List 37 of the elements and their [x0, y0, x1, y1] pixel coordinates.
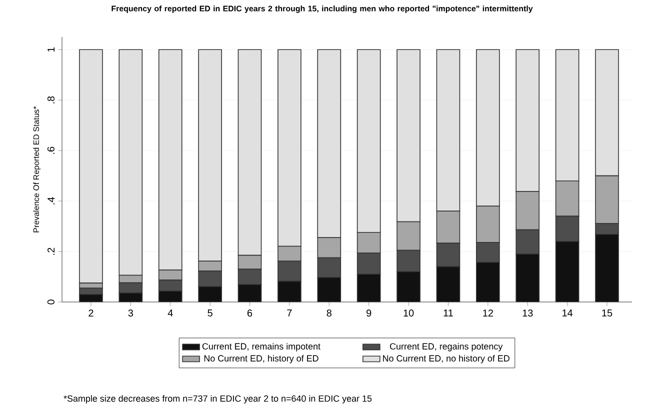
x-tick-label: 2: [88, 310, 94, 316]
x-tick-label: 9: [366, 310, 372, 317]
legend-label: No Current ED, history of ED: [204, 354, 318, 364]
bar: [79, 49, 103, 284]
x-tick-label: 11: [444, 310, 453, 316]
x-tick-label: 6: [247, 310, 252, 317]
bar: [317, 277, 342, 302]
text: *Sample size decreases from n=737 in EDIC year 2 to n=640 in EDIC year 15: [64, 395, 372, 404]
x-tick-label: 3: [128, 310, 134, 317]
bar: [396, 271, 420, 302]
bar: [595, 234, 619, 302]
x-tick-label: 13: [522, 310, 533, 317]
y-tick-label: .2: [48, 248, 54, 255]
x-tick-label: 7: [287, 310, 292, 316]
y-tick-label: .4: [48, 197, 54, 204]
y-tick-label: 1: [48, 47, 54, 52]
bar: [356, 274, 381, 302]
legend-label: Current ED, regains potency: [390, 342, 503, 352]
bar: [516, 254, 540, 302]
x-tick-label: 14: [562, 310, 573, 316]
x-tick-label: 5: [208, 310, 212, 316]
bar: [238, 284, 262, 302]
legend-label: Current ED, remains impotent: [202, 342, 320, 352]
x-tick-label: 10: [404, 310, 414, 317]
y-tick-label: .8: [47, 96, 54, 104]
x-tick-label: 8: [326, 310, 332, 317]
bar: [476, 262, 500, 302]
y-tick-label: 0: [47, 300, 54, 304]
x-tick-label: 15: [602, 310, 612, 316]
legend-label: No Current ED, no history of ED: [383, 354, 510, 364]
bar: [555, 241, 580, 302]
y-tick-label: .6: [47, 146, 54, 154]
bar: [278, 280, 302, 302]
x-tick-label: 12: [483, 310, 493, 316]
bar: [198, 286, 222, 302]
bar: [436, 266, 460, 302]
x-tick-label: 4: [168, 310, 173, 316]
